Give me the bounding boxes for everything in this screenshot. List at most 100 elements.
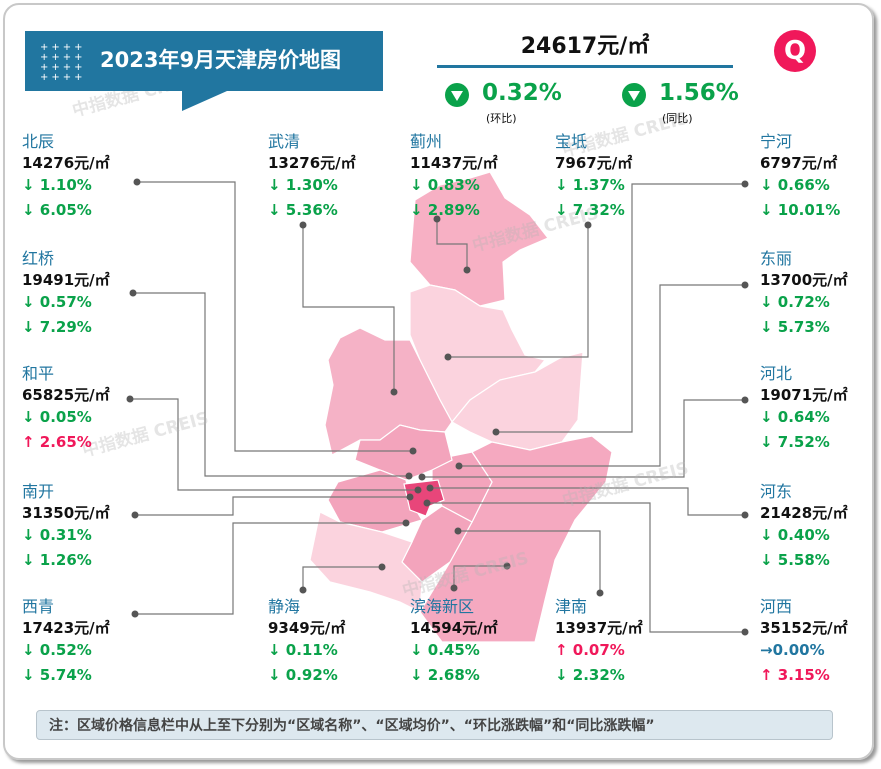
district-yoy: ↓ 1.26%	[22, 551, 92, 569]
leader-line	[422, 399, 745, 478]
triangle-down-icon	[445, 83, 469, 107]
leader-line	[137, 181, 413, 452]
district-mom: ↓ 1.10%	[22, 176, 92, 194]
leader-dot	[741, 396, 749, 404]
district-mom: ↓ 0.45%	[410, 641, 480, 659]
district-info: 东丽 13700元/㎡ ↓ 0.72% ↓ 5.73%	[760, 245, 848, 343]
district-price: 6797元/㎡	[760, 154, 838, 172]
district-name: 南开	[22, 482, 55, 501]
divider	[437, 65, 733, 68]
district-price: 14276元/㎡	[22, 154, 110, 172]
leader-dot	[423, 499, 431, 507]
leader-dot	[133, 178, 141, 186]
district-yoy: ↓ 0.92%	[268, 666, 338, 684]
district-name: 滨海新区	[410, 597, 475, 616]
district-info: 北辰 14276元/㎡ ↓ 1.10% ↓ 6.05%	[22, 128, 110, 226]
district-mom: ↑ 0.07%	[555, 641, 625, 659]
district-yoy: ↓ 5.73%	[760, 318, 830, 336]
district-mom: ↓ 0.11%	[268, 641, 338, 659]
leader-dot	[741, 180, 749, 188]
district-yoy: ↓ 7.52%	[760, 433, 830, 451]
district-price: 13937元/㎡	[555, 619, 643, 637]
district-price: 35152元/㎡	[760, 619, 848, 637]
district-info: 蓟州 11437元/㎡ ↓ 0.83% ↓ 2.89%	[410, 128, 498, 226]
district-yoy: ↓ 6.05%	[22, 201, 92, 219]
district-info: 和平 65825元/㎡ ↓ 0.05% ↑ 2.65%	[22, 360, 110, 458]
district-name: 红桥	[22, 249, 55, 268]
district-info: 武清 13276元/㎡ ↓ 1.30% ↓ 5.36%	[268, 128, 356, 226]
district-name: 河东	[760, 482, 793, 501]
footnote: 注：区域价格信息栏中从上至下分别为“区域名称”、“区域均价”、“环比涨跌幅”和“…	[36, 710, 833, 740]
district-name: 和平	[22, 364, 55, 383]
leader-dot	[426, 484, 434, 492]
leader-dot	[433, 215, 441, 223]
leader-dot	[741, 511, 749, 519]
district-price: 7967元/㎡	[555, 154, 633, 172]
title-banner-tail	[182, 91, 227, 111]
district-yoy: ↓ 7.32%	[555, 201, 625, 219]
leader-dot	[406, 493, 414, 501]
triangle-down-icon	[622, 83, 646, 107]
district-price: 14594元/㎡	[410, 619, 498, 637]
leader-line	[133, 292, 409, 477]
district-name: 武清	[268, 132, 301, 151]
district-yoy: ↓ 7.29%	[22, 318, 92, 336]
district-yoy: ↓ 10.01%	[760, 201, 841, 219]
district-info: 静海 9349元/㎡ ↓ 0.11% ↓ 0.92%	[268, 593, 345, 691]
leader-dot	[402, 519, 410, 527]
district-price: 31350元/㎡	[22, 504, 110, 522]
leader-dot	[390, 388, 398, 396]
leader-line	[496, 183, 745, 433]
leader-line	[458, 530, 601, 593]
yoy-label: (同比)	[662, 112, 693, 125]
leader-dot	[503, 562, 511, 570]
leader-dot	[455, 462, 463, 470]
district-name: 静海	[268, 597, 301, 616]
leader-dot	[418, 473, 426, 481]
district-name: 蓟州	[410, 132, 443, 151]
leader-dot	[444, 353, 452, 361]
district-info: 红桥 19491元/㎡ ↓ 0.57% ↓ 7.29%	[22, 245, 110, 343]
district-yoy: ↓ 5.58%	[760, 551, 830, 569]
page-title: 2023年9月天津房价地图	[100, 48, 342, 72]
district-info: 河北 19071元/㎡ ↓ 0.64% ↓ 7.52%	[760, 360, 848, 458]
district-yoy: ↓ 5.36%	[268, 201, 338, 219]
district-info: 南开 31350元/㎡ ↓ 0.31% ↓ 1.26%	[22, 478, 110, 576]
district-mom: ↓ 0.72%	[760, 293, 830, 311]
district-name: 津南	[555, 597, 588, 616]
plus-grid-decoration: ++++ ++++ ++++ ++++	[40, 42, 86, 83]
leader-line	[430, 487, 745, 516]
district-mom: ↓ 1.37%	[555, 176, 625, 194]
mom-change: 0.32%	[482, 80, 562, 106]
leader-line	[135, 522, 406, 615]
district-yoy: ↓ 5.74%	[22, 666, 92, 684]
district-info: 河东 21428元/㎡ ↓ 0.40% ↓ 5.58%	[760, 478, 848, 576]
leader-dot	[450, 584, 458, 592]
district-info: 宝坻 7967元/㎡ ↓ 1.37% ↓ 7.32%	[555, 128, 632, 226]
district-mom: ↓ 0.64%	[760, 408, 830, 426]
leader-dot	[741, 281, 749, 289]
region-jinghai	[309, 511, 423, 613]
average-price: 24617元/㎡	[520, 34, 650, 59]
district-mom: ↓ 0.83%	[410, 176, 480, 194]
district-name: 河北	[760, 364, 793, 383]
leader-dot	[409, 447, 417, 455]
leader-dot	[414, 486, 422, 494]
district-price: 9349元/㎡	[268, 619, 346, 637]
district-price: 11437元/㎡	[410, 154, 498, 172]
district-yoy: ↑ 2.65%	[22, 433, 92, 451]
district-name: 西青	[22, 597, 55, 616]
leader-dot	[378, 563, 386, 571]
leader-dot	[454, 527, 462, 535]
leader-line	[130, 398, 418, 491]
leader-dot	[405, 472, 413, 480]
district-price: 19491元/㎡	[22, 271, 110, 289]
district-mom: →0.00%	[760, 641, 825, 659]
district-mom: ↓ 0.66%	[760, 176, 830, 194]
district-name: 东丽	[760, 249, 793, 268]
district-mom: ↓ 0.40%	[760, 526, 830, 544]
region-beichen	[354, 424, 453, 481]
leader-line	[302, 566, 382, 590]
leader-dot	[741, 628, 749, 636]
